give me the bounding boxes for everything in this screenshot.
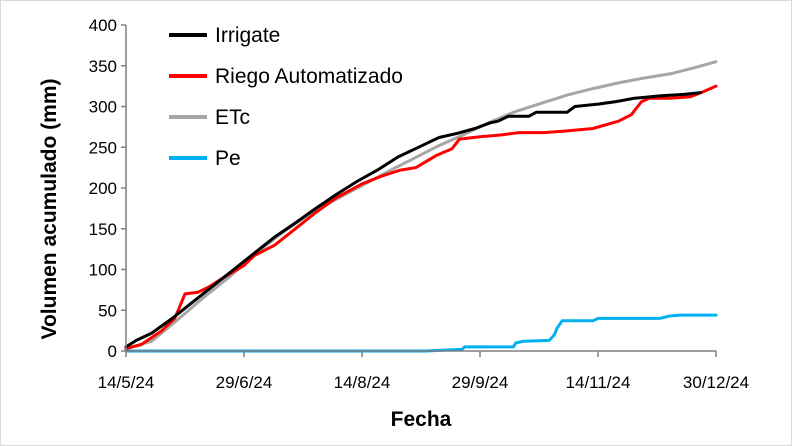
x-tick-label: 29/6/24 [216, 373, 273, 392]
series-line-pe [124, 313, 718, 353]
x-tick-label: 14/8/24 [334, 373, 391, 392]
y-tick-label: 400 [89, 16, 117, 35]
y-tick-label: 150 [89, 220, 117, 239]
y-tick-label: 200 [89, 179, 117, 198]
x-tick-label: 14/11/24 [566, 373, 631, 392]
series-line-riego-automatizado [124, 84, 718, 351]
legend-label-pe: Pe [215, 147, 241, 170]
series-line-irrigate [124, 91, 703, 349]
legend-label-irrigate: Irrigate [215, 24, 280, 47]
legend-label-riego-automatizado: Riego Automatizado [215, 65, 403, 88]
y-tick-label: 250 [89, 138, 117, 157]
y-tick-label: 50 [98, 301, 117, 320]
y-tick-label: 300 [89, 98, 117, 117]
legend: Irrigate Riego Automatizado ETc Pe [169, 24, 403, 170]
x-tick-label: 14/5/24 [98, 373, 155, 392]
x-tick-label: 29/9/24 [452, 373, 509, 392]
series-line-etc [124, 60, 718, 351]
y-tick-label: 100 [89, 261, 117, 280]
y-axis-title: Volumen acumulado (mm) [38, 79, 61, 340]
legend-label-etc: ETc [215, 106, 250, 129]
x-tick-label: 30/12/24 [683, 373, 749, 392]
y-tick-label: 350 [89, 57, 117, 76]
series-layer [124, 60, 718, 353]
x-axis-title: Fecha [391, 408, 452, 431]
y-tick-label: 0 [108, 342, 117, 361]
x-tick-labels: 14/5/24 29/6/24 14/8/24 29/9/24 14/11/24 30/1… [98, 351, 749, 392]
y-tick-labels: 0 50 100 150 200 250 300 350 400 [89, 16, 126, 361]
